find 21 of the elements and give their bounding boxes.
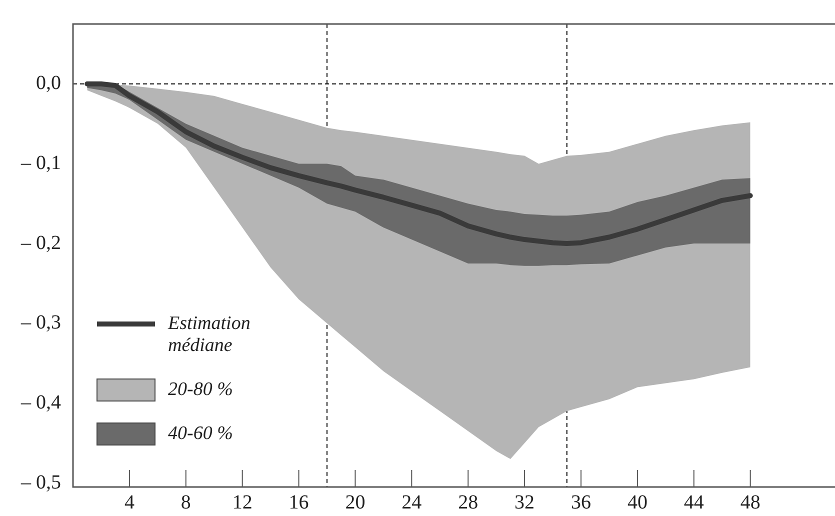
legend-label: Estimation médiane: [167, 313, 250, 356]
x-tick-label: 12: [232, 491, 252, 514]
x-tick-label: 24: [402, 491, 422, 514]
x-tick-label: 4: [124, 491, 134, 514]
y-tick-label: – 0,2: [20, 232, 61, 254]
x-tick-label: 28: [458, 491, 478, 514]
x-tick-label: 16: [288, 491, 309, 514]
x-tick-label: 36: [571, 491, 591, 514]
y-tick-label: 0,0: [36, 72, 61, 94]
x-tick-label: 40: [627, 491, 648, 514]
y-tick-label: – 0,5: [20, 471, 61, 494]
legend-label: 20-80 %: [168, 379, 233, 400]
x-tick-label: 48: [740, 491, 760, 514]
x-tick-label: 44: [684, 491, 704, 514]
y-tick-label: – 0,1: [20, 152, 61, 174]
y-tick-label: – 0,4: [20, 391, 61, 414]
y-tick-label: – 0,3: [20, 312, 61, 334]
x-tick-label: 8: [180, 491, 191, 514]
x-tick-label: 20: [345, 491, 366, 514]
legend-label: 40-60 %: [168, 423, 233, 444]
x-tick-label: 32: [514, 491, 535, 514]
